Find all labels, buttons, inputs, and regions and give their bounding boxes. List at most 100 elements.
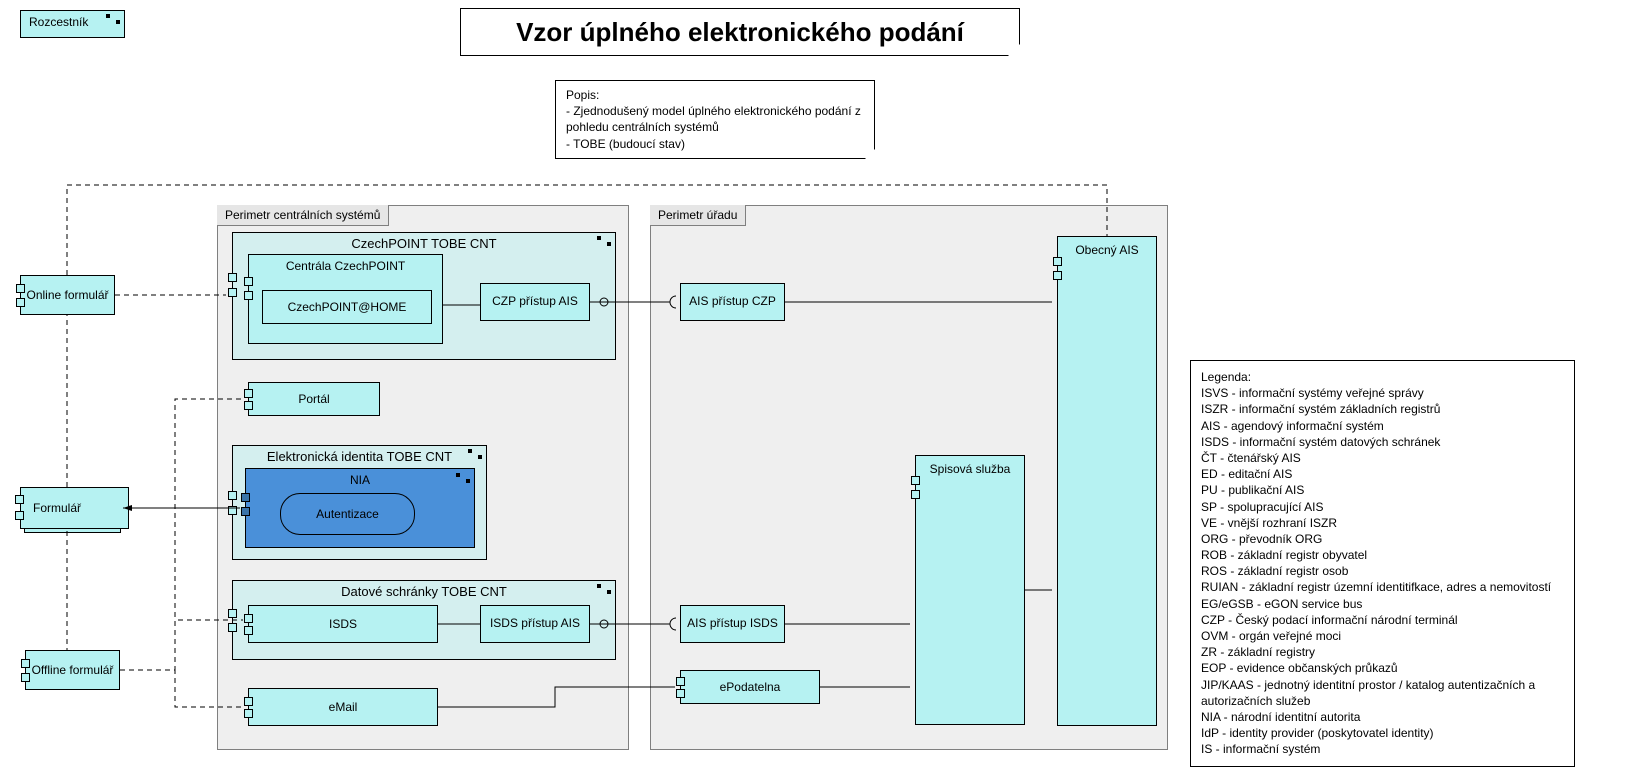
port-icon — [244, 709, 253, 718]
node-label: Obecný AIS — [1075, 243, 1138, 257]
port-icon — [1053, 257, 1062, 266]
diagram-title-text: Vzor úplného elektronického podání — [516, 17, 964, 48]
legend-box: Legenda: ISVS - informační systémy veřej… — [1190, 360, 1575, 767]
port-icon — [228, 506, 237, 515]
node-offline-formular: Offline formulář — [25, 650, 120, 690]
node-autentizace: Autentizace — [280, 493, 415, 535]
legend-item: RUIAN - základní registr územní identiti… — [1201, 579, 1564, 595]
node-obecny-ais: Obecný AIS — [1057, 236, 1157, 726]
description-line: - Zjednodušený model úplného elektronick… — [566, 103, 864, 135]
node-label: ISDS — [329, 617, 357, 631]
legend-item: PU - publikační AIS — [1201, 482, 1564, 498]
port-icon — [228, 623, 237, 632]
legend-item: AIS - agendový informační systém — [1201, 418, 1564, 434]
description-heading: Popis: — [566, 87, 864, 103]
legend-item: ISZR - informační systém základních regi… — [1201, 401, 1564, 417]
node-online-formular: Online formulář — [20, 275, 115, 315]
container-title: Elektronická identita TOBE CNT — [233, 446, 486, 467]
legend-item: IS - informační systém — [1201, 741, 1564, 757]
interface-ais-pristup-isds: AIS přístup ISDS — [680, 605, 785, 643]
legend-item: ORG - převodník ORG — [1201, 531, 1564, 547]
node-spisova-sluzba: Spisová služba — [915, 455, 1025, 725]
legend-item: ROS - základní registr osob — [1201, 563, 1564, 579]
port-icon — [676, 689, 685, 698]
nav-icon — [597, 236, 611, 246]
nav-icon — [597, 584, 611, 594]
diagram-description: Popis: - Zjednodušený model úplného elek… — [555, 80, 875, 159]
port-icon — [244, 291, 253, 300]
legend-title: Legenda: — [1201, 369, 1564, 385]
legend-item: NIA - národní identitní autorita — [1201, 709, 1564, 725]
node-label: Formulář — [33, 501, 81, 515]
legend-item: OVM - orgán veřejné moci — [1201, 628, 1564, 644]
port-icon — [244, 389, 253, 398]
port-icon — [676, 677, 685, 686]
port-icon — [16, 298, 25, 307]
node-label: Portál — [298, 392, 329, 406]
port-icon — [244, 401, 253, 410]
legend-item: ROB - základní registr obyvatel — [1201, 547, 1564, 563]
service-icon — [456, 473, 470, 483]
port-icon — [911, 476, 920, 485]
legend-item: IdP - identity provider (poskytovatel id… — [1201, 725, 1564, 741]
node-label: Offline formulář — [32, 663, 114, 677]
nav-icon — [468, 449, 482, 459]
interface-isds-pristup-ais: ISDS přístup AIS — [480, 605, 590, 643]
port-icon — [244, 626, 253, 635]
node-label: Centrála CzechPOINT — [286, 259, 405, 273]
nav-icon — [106, 14, 120, 24]
port-icon — [228, 288, 237, 297]
rozcestnik-link[interactable]: Rozcestník — [20, 10, 125, 38]
diagram-title: Vzor úplného elektronického podání — [460, 8, 1020, 56]
node-email: eMail — [248, 688, 438, 726]
node-label: Autentizace — [316, 507, 379, 521]
port-icon — [21, 659, 30, 668]
container-title: CzechPOINT TOBE CNT — [233, 233, 615, 254]
port-icon — [241, 507, 250, 516]
node-label: ePodatelna — [720, 680, 781, 694]
interface-czp-pristup-ais: CZP přístup AIS — [480, 283, 590, 321]
legend-item: CZP - Český podací informační národní te… — [1201, 612, 1564, 628]
interface-ais-pristup-czp: AIS přístup CZP — [680, 283, 785, 321]
port-icon — [16, 284, 25, 293]
port-icon — [228, 273, 237, 282]
node-label: NIA — [350, 473, 370, 487]
legend-item: EOP - evidence občanských průkazů — [1201, 660, 1564, 676]
port-icon — [911, 490, 920, 499]
legend-item: EG/eGSB - eGON service bus — [1201, 596, 1564, 612]
legend-item: VE - vnější rozhraní ISZR — [1201, 515, 1564, 531]
legend-item: ISVS - informační systémy veřejné správy — [1201, 385, 1564, 401]
legend-item: ČT - čtenářský AIS — [1201, 450, 1564, 466]
interface-label: CZP přístup AIS — [492, 295, 578, 309]
node-czechpoint-home: CzechPOINT@HOME — [262, 290, 432, 324]
port-icon — [228, 491, 237, 500]
rozcestnik-label: Rozcestník — [29, 15, 88, 29]
description-line: - TOBE (budoucí stav) — [566, 136, 864, 152]
node-epodatelna: ePodatelna — [680, 670, 820, 704]
legend-item: JIP/KAAS - jednotný identitní prostor / … — [1201, 677, 1564, 709]
node-formular: Formulář — [20, 487, 115, 527]
port-icon — [228, 609, 237, 618]
node-label: Online formulář — [26, 288, 108, 302]
group-title: Perimetr centrálních systémů — [217, 205, 389, 226]
port-icon — [15, 495, 24, 504]
interface-label: ISDS přístup AIS — [490, 617, 580, 631]
interface-label: AIS přístup ISDS — [687, 617, 778, 631]
node-label: eMail — [329, 700, 358, 714]
port-icon — [244, 614, 253, 623]
port-icon — [244, 697, 253, 706]
port-icon — [21, 673, 30, 682]
legend-item: ZR - základní registry — [1201, 644, 1564, 660]
legend-item: ED - editační AIS — [1201, 466, 1564, 482]
node-portal: Portál — [248, 382, 380, 416]
port-icon — [1053, 271, 1062, 280]
port-icon — [241, 493, 250, 502]
group-title: Perimetr úřadu — [650, 205, 746, 226]
port-icon — [244, 277, 253, 286]
container-title: Datové schránky TOBE CNT — [233, 581, 615, 602]
interface-label: AIS přístup CZP — [689, 295, 776, 309]
node-label: Spisová služba — [930, 462, 1011, 476]
legend-item: SP - spolupracující AIS — [1201, 499, 1564, 515]
node-label: CzechPOINT@HOME — [288, 300, 407, 314]
node-isds: ISDS — [248, 605, 438, 643]
